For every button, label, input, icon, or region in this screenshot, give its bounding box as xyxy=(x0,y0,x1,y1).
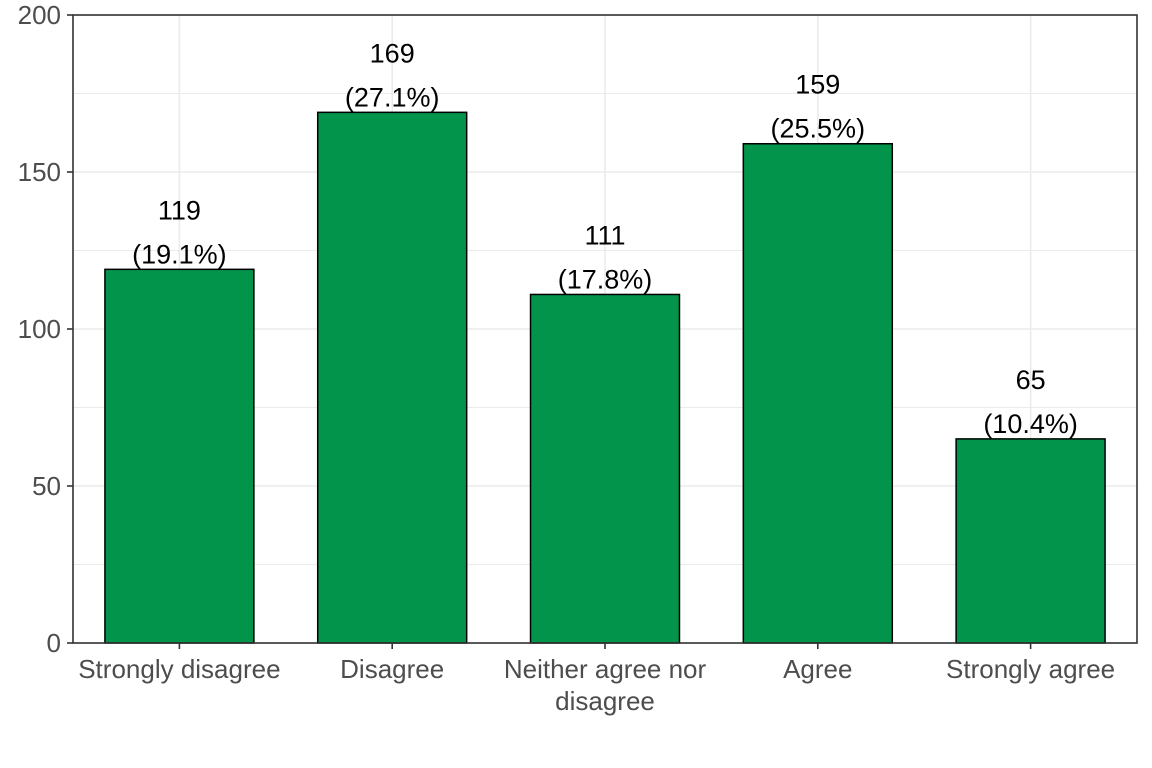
y-tick-label: 150 xyxy=(18,157,61,187)
y-tick-label: 50 xyxy=(32,471,61,501)
x-tick-label: Disagree xyxy=(340,654,444,684)
bar-value-label: 119 xyxy=(158,195,201,225)
y-tick-label: 100 xyxy=(18,314,61,344)
bar-value-label: 159 xyxy=(795,70,840,100)
y-tick-label: 200 xyxy=(18,0,61,30)
bar xyxy=(955,438,1106,644)
x-tick-label: Strongly disagree xyxy=(78,654,280,684)
bar-percent-label: (19.1%) xyxy=(132,239,227,269)
bar-percent-label: (10.4%) xyxy=(983,409,1078,439)
bar xyxy=(742,142,894,644)
x-tick-label: Agree xyxy=(783,654,852,684)
data-label-layer: 119 (19.1%) 169 (27.1%) 111 (17.8%) 159 (25.5%)… xyxy=(132,38,1078,439)
bar-percent-label: (17.8%) xyxy=(558,264,653,294)
bar-percent-label: (27.1%) xyxy=(345,82,440,112)
x-tick-label: Neither agree nor xyxy=(504,654,707,684)
bar xyxy=(316,111,468,644)
bar xyxy=(529,293,681,644)
x-tick-label: Strongly agree xyxy=(946,654,1115,684)
bar xyxy=(104,268,255,644)
y-tick-label: 0 xyxy=(47,628,61,658)
bar-value-label: 111 xyxy=(584,220,625,250)
bar-value-label: 169 xyxy=(370,38,415,68)
bar-value-label: 65 xyxy=(1016,365,1046,395)
axis-layer: 0 50 100 150 200 Strongly disagree Disagree Nei… xyxy=(18,0,1116,716)
bar-percent-label: (25.5%) xyxy=(771,114,866,144)
x-tick-label: disagree xyxy=(555,686,655,716)
bar-layer xyxy=(104,111,1106,644)
